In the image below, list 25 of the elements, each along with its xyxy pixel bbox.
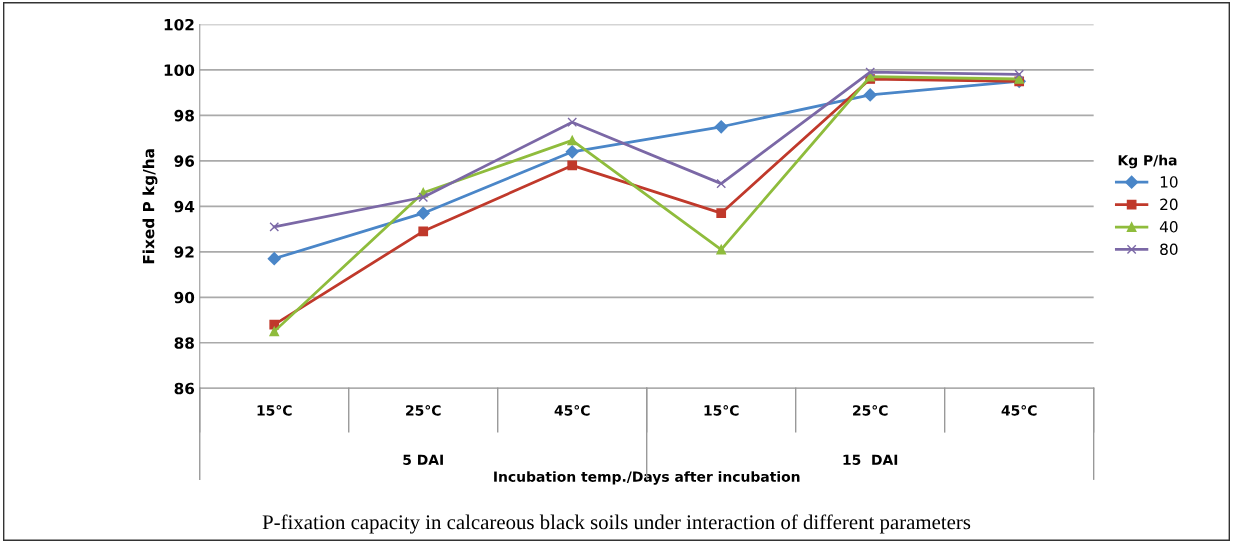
y-tick-label: 88: [174, 337, 194, 349]
x-tick-label: 45°C: [1001, 405, 1037, 416]
y-tick-label: 86: [174, 382, 195, 395]
x-tick-label: 15°C: [704, 405, 739, 416]
legend-label: 40: [1159, 221, 1178, 233]
x-axis-title: Incubation temp./Days after incubation: [494, 471, 800, 485]
text: 15 DAI: [843, 454, 898, 466]
y-tick-label: 90: [174, 291, 195, 304]
legend-title: Kg P/ha: [1118, 154, 1177, 169]
legend-label: 20: [1160, 198, 1178, 211]
text: P-fixation capacity in calcareous black soils under interaction of different parameters: [262, 514, 971, 534]
legend-label: 80: [1160, 243, 1178, 255]
x-tick-label: 25°C: [853, 405, 888, 416]
x-tick-label: 15°C: [257, 405, 292, 416]
y-tick-label: 92: [174, 246, 194, 258]
y-tick-label: 100: [164, 64, 195, 76]
x-tick-label: 45°C: [554, 405, 590, 416]
x-tick-label: 25°C: [406, 405, 441, 416]
y-tick-label: 94: [174, 200, 195, 213]
y-tick-label: 98: [174, 109, 194, 122]
text: 5 DAI: [403, 454, 443, 466]
y-axis-title: Fixed P kg/ha: [142, 149, 158, 264]
y-tick-label: 102: [164, 18, 194, 31]
y-tick-label: 96: [174, 155, 195, 167]
legend-label: 10: [1160, 176, 1178, 188]
